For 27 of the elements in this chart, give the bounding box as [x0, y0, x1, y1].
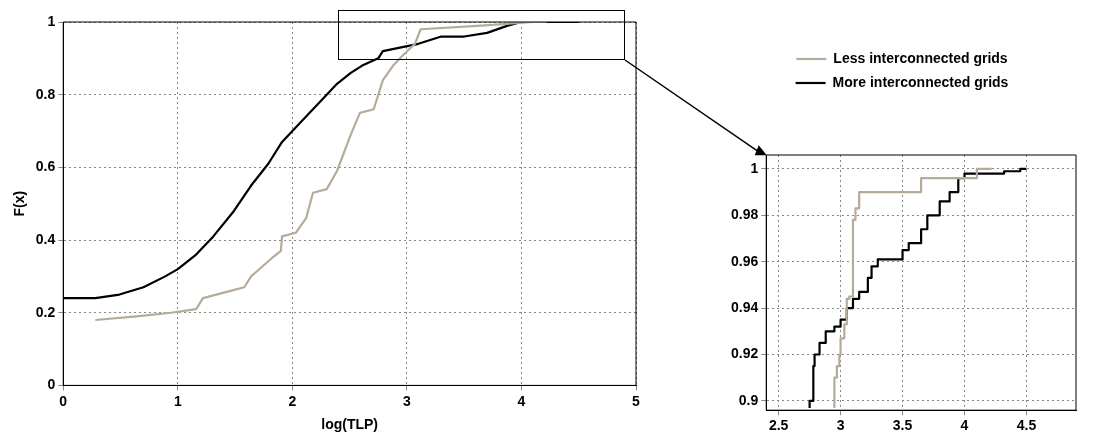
legend-label: More interconnected grids	[832, 73, 1009, 90]
y-tick-label: 0.94	[731, 298, 759, 315]
legend-label: Less interconnected grids	[833, 49, 1008, 66]
x-tick-label: 2.5	[768, 417, 789, 434]
x-axis-title: log(TLP)	[321, 416, 379, 433]
x-tick-label: 3	[836, 417, 845, 434]
x-tick-label: 4	[517, 392, 526, 409]
x-tick-label: 5	[632, 392, 641, 409]
x-tick-label: 3	[403, 392, 412, 409]
y-tick-label: 0.4	[35, 230, 56, 247]
y-tick-label: 0.98	[731, 206, 759, 223]
x-tick-label: 2	[288, 392, 297, 409]
y-tick-label: 0.8	[35, 85, 56, 102]
x-tick-label: 4.5	[1016, 417, 1037, 434]
y-tick-label: 1	[750, 159, 759, 176]
y-tick-label: 0.9	[738, 391, 759, 408]
x-tick-label: 3.5	[892, 417, 913, 434]
y-tick-label: 0.92	[731, 345, 759, 362]
y-tick-label: 0.2	[35, 303, 56, 320]
x-tick-label: 0	[59, 392, 68, 409]
y-tick-label: 0	[47, 376, 56, 393]
x-tick-label: 1	[173, 392, 182, 409]
x-tick-label: 4	[960, 417, 969, 434]
y-axis-title: F(x)	[11, 190, 28, 217]
y-tick-label: 0.6	[35, 158, 56, 175]
y-tick-label: 0.96	[731, 252, 759, 269]
y-tick-label: 1	[47, 12, 56, 29]
